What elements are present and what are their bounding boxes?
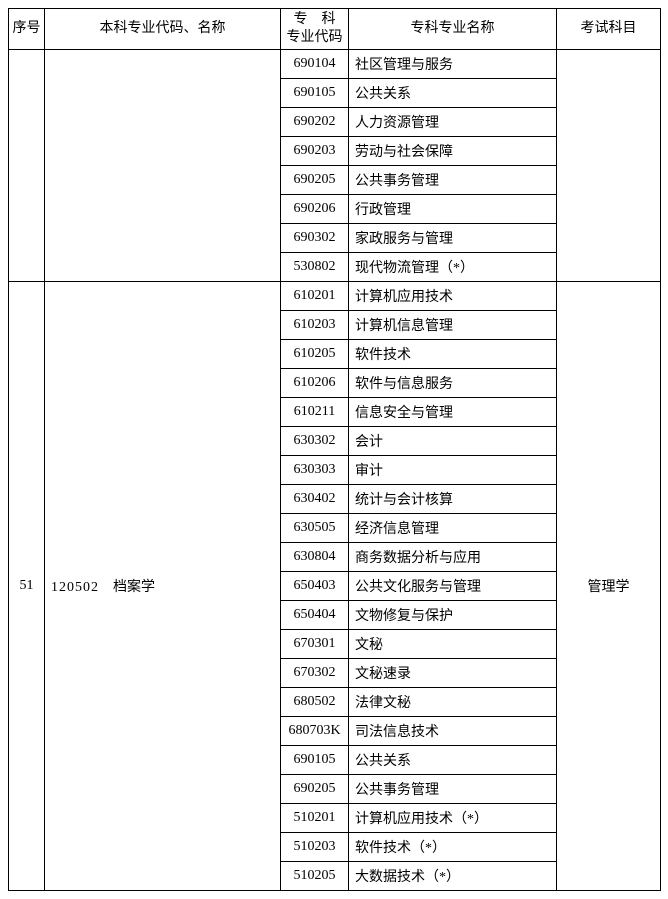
exam-subject-cell: 管理学 bbox=[557, 282, 661, 891]
specialty-name-cell: 行政管理 bbox=[349, 195, 557, 224]
specialty-name-cell: 审计 bbox=[349, 456, 557, 485]
undergrad-major-cell bbox=[45, 50, 281, 282]
specialty-code-cell: 510203 bbox=[281, 833, 349, 862]
specialty-name-cell: 软件技术（*） bbox=[349, 833, 557, 862]
table-row: 51120502档案学610201计算机应用技术管理学 bbox=[9, 282, 661, 311]
header-exam: 考试科目 bbox=[557, 9, 661, 50]
specialty-code-cell: 650404 bbox=[281, 601, 349, 630]
specialty-name-cell: 现代物流管理（*） bbox=[349, 253, 557, 282]
specialty-name-cell: 软件与信息服务 bbox=[349, 369, 557, 398]
specialty-name-cell: 文物修复与保护 bbox=[349, 601, 557, 630]
specialty-name-cell: 人力资源管理 bbox=[349, 108, 557, 137]
specialty-name-cell: 大数据技术（*） bbox=[349, 862, 557, 891]
undergrad-major-name: 档案学 bbox=[113, 580, 155, 595]
specialty-code-cell: 630505 bbox=[281, 514, 349, 543]
specialty-code-cell: 690302 bbox=[281, 224, 349, 253]
specialty-code-cell: 670301 bbox=[281, 630, 349, 659]
specialty-code-cell: 690105 bbox=[281, 79, 349, 108]
specialty-code-cell: 690203 bbox=[281, 137, 349, 166]
specialty-name-cell: 文秘速录 bbox=[349, 659, 557, 688]
header-seq: 序号 bbox=[9, 9, 45, 50]
undergrad-major-code: 120502 bbox=[51, 580, 99, 596]
seq-cell: 51 bbox=[9, 282, 45, 891]
header-bk: 本科专业代码、名称 bbox=[45, 9, 281, 50]
specialty-name-cell: 家政服务与管理 bbox=[349, 224, 557, 253]
specialty-code-cell: 690104 bbox=[281, 50, 349, 79]
exam-subject-cell bbox=[557, 50, 661, 282]
specialty-name-cell: 社区管理与服务 bbox=[349, 50, 557, 79]
specialty-name-cell: 经济信息管理 bbox=[349, 514, 557, 543]
specialty-code-cell: 650403 bbox=[281, 572, 349, 601]
specialty-code-cell: 690105 bbox=[281, 746, 349, 775]
specialty-name-cell: 文秘 bbox=[349, 630, 557, 659]
specialty-code-cell: 630402 bbox=[281, 485, 349, 514]
header-zname: 专科专业名称 bbox=[349, 9, 557, 50]
specialty-code-cell: 630302 bbox=[281, 427, 349, 456]
specialty-code-cell: 610205 bbox=[281, 340, 349, 369]
specialty-name-cell: 法律文秘 bbox=[349, 688, 557, 717]
specialty-name-cell: 公共关系 bbox=[349, 746, 557, 775]
specialty-name-cell: 计算机应用技术 bbox=[349, 282, 557, 311]
specialty-name-cell: 计算机应用技术（*） bbox=[349, 804, 557, 833]
specialty-name-cell: 统计与会计核算 bbox=[349, 485, 557, 514]
specialty-code-cell: 690205 bbox=[281, 166, 349, 195]
specialty-code-cell: 610211 bbox=[281, 398, 349, 427]
specialty-code-cell: 670302 bbox=[281, 659, 349, 688]
specialty-name-cell: 软件技术 bbox=[349, 340, 557, 369]
specialty-code-cell: 630303 bbox=[281, 456, 349, 485]
specialty-name-cell: 公共事务管理 bbox=[349, 775, 557, 804]
specialty-code-cell: 610201 bbox=[281, 282, 349, 311]
specialty-code-cell: 680703K bbox=[281, 717, 349, 746]
seq-cell bbox=[9, 50, 45, 282]
specialty-code-cell: 530802 bbox=[281, 253, 349, 282]
specialty-code-cell: 690206 bbox=[281, 195, 349, 224]
specialty-name-cell: 公共事务管理 bbox=[349, 166, 557, 195]
table-header-row: 序号 本科专业代码、名称 专 科 专业代码 专科专业名称 考试科目 bbox=[9, 9, 661, 50]
specialty-name-cell: 司法信息技术 bbox=[349, 717, 557, 746]
undergrad-major-cell: 120502 档案学 bbox=[45, 282, 281, 891]
specialty-code-cell: 690202 bbox=[281, 108, 349, 137]
specialty-code-cell: 610203 bbox=[281, 311, 349, 340]
specialty-name-cell: 商务数据分析与应用 bbox=[349, 543, 557, 572]
majors-table: 序号 本科专业代码、名称 专 科 专业代码 专科专业名称 考试科目 690104… bbox=[8, 8, 661, 891]
specialty-name-cell: 公共关系 bbox=[349, 79, 557, 108]
specialty-code-cell: 630804 bbox=[281, 543, 349, 572]
table-body: 690104社区管理与服务690105公共关系690202人力资源管理69020… bbox=[9, 50, 661, 891]
specialty-code-cell: 510201 bbox=[281, 804, 349, 833]
specialty-name-cell: 计算机信息管理 bbox=[349, 311, 557, 340]
specialty-code-cell: 690205 bbox=[281, 775, 349, 804]
specialty-code-cell: 680502 bbox=[281, 688, 349, 717]
specialty-name-cell: 信息安全与管理 bbox=[349, 398, 557, 427]
table-row: 690104社区管理与服务 bbox=[9, 50, 661, 79]
specialty-name-cell: 公共文化服务与管理 bbox=[349, 572, 557, 601]
header-zcode: 专 科 专业代码 bbox=[281, 9, 349, 50]
specialty-code-cell: 510205 bbox=[281, 862, 349, 891]
specialty-name-cell: 会计 bbox=[349, 427, 557, 456]
specialty-code-cell: 610206 bbox=[281, 369, 349, 398]
specialty-name-cell: 劳动与社会保障 bbox=[349, 137, 557, 166]
